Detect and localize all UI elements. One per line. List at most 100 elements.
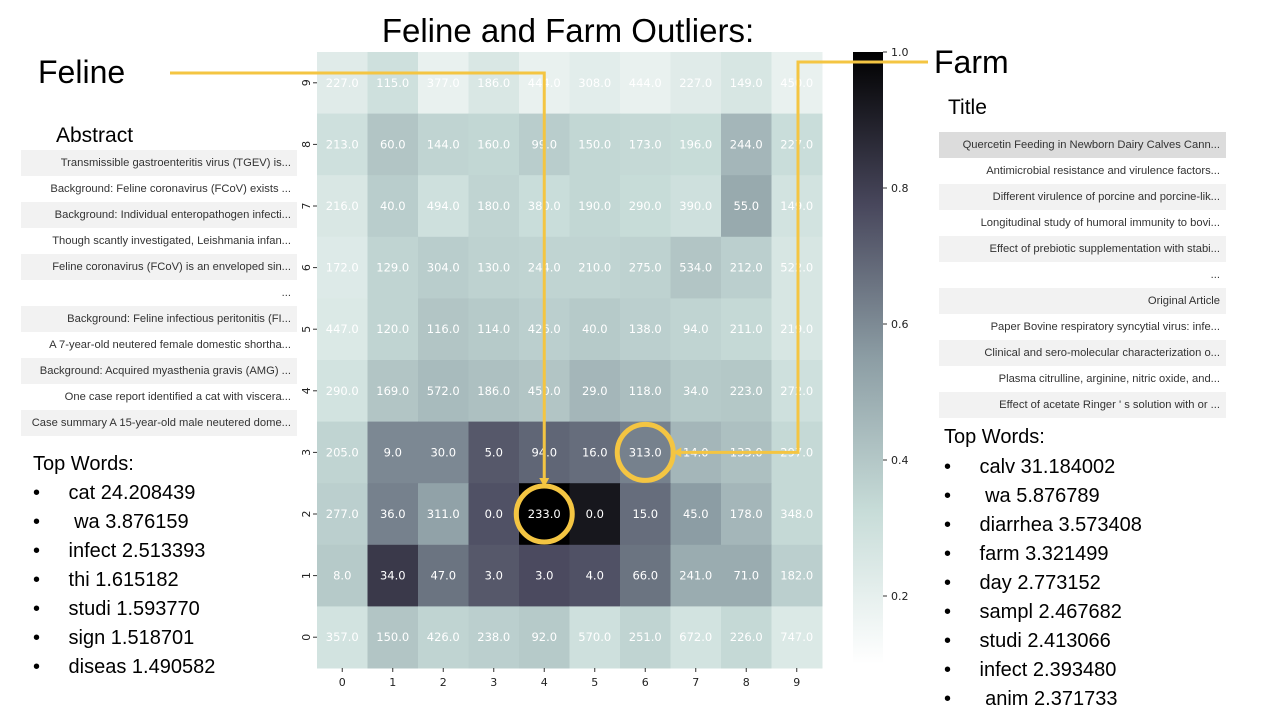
list-item: • sampl 2.467682 — [944, 601, 1122, 623]
cell-label: 34.0 — [683, 384, 709, 398]
heatmap-cell — [468, 298, 520, 361]
cell-label: 3.0 — [535, 569, 553, 583]
cell-label: 169.0 — [376, 384, 409, 398]
heatmap-cell — [468, 421, 520, 484]
cell-label: 40.0 — [380, 199, 406, 213]
list-item: Feline coronavirus (FCoV) is an envelope… — [21, 254, 297, 280]
list-item: • studi 2.413066 — [944, 630, 1111, 652]
list-item: • infect 2.393480 — [944, 659, 1117, 681]
cell-label: 3.0 — [485, 569, 503, 583]
x-tick-label: 5 — [591, 676, 598, 689]
heatmap-cell — [620, 52, 671, 115]
cell-label: 447.0 — [326, 322, 359, 336]
cell-label: 34.0 — [380, 569, 406, 583]
colorbar-tick-label: 0.8 — [891, 182, 909, 195]
x-tick-label: 9 — [793, 676, 800, 689]
list-item: • wa 3.876159 — [33, 511, 189, 533]
heatmap-cell — [367, 544, 419, 607]
list-item: • diseas 1.490582 — [33, 656, 216, 678]
x-tick-label: 2 — [440, 676, 447, 689]
cell-label: 426.0 — [427, 630, 460, 644]
heatmap-cell — [418, 421, 469, 484]
cell-label: 672.0 — [679, 630, 712, 644]
cell-label: 150.0 — [578, 137, 611, 151]
cell-label: 244.0 — [730, 137, 763, 151]
y-tick-label: 0 — [300, 634, 313, 641]
cell-label: 116.0 — [427, 322, 460, 336]
heatmap-cell — [317, 606, 368, 669]
cell-label: 211.0 — [730, 322, 763, 336]
farm-top-words-heading: Top Words: — [944, 426, 1045, 448]
heatmap-cell — [569, 52, 621, 115]
heatmap-cell — [367, 113, 419, 176]
heatmap-cell — [317, 236, 368, 299]
cell-label: 572.0 — [427, 384, 460, 398]
cell-label: 182.0 — [780, 569, 813, 583]
cell-label: 216.0 — [326, 199, 359, 213]
cell-label: 118.0 — [629, 384, 662, 398]
farm-top-words: • calv 31.184002 • wa 5.876789 • diarrhe… — [944, 453, 1142, 714]
heatmap-cell — [721, 544, 772, 607]
heatmap-cell — [721, 113, 772, 176]
heatmap-cell — [468, 236, 520, 299]
cell-label: 210.0 — [578, 261, 611, 275]
cell-label: 534.0 — [679, 261, 712, 275]
x-tick-label: 7 — [692, 676, 699, 689]
x-tick-label: 3 — [490, 676, 497, 689]
cell-label: 390.0 — [679, 199, 712, 213]
cell-label: 160.0 — [477, 137, 510, 151]
colorbar-tick-label: 0.6 — [891, 318, 909, 331]
heatmap-cell — [670, 236, 722, 299]
heatmap-cell — [569, 236, 621, 299]
list-item: Background: Feline infectious peritoniti… — [21, 306, 297, 332]
heatmap-cell — [317, 298, 368, 361]
heatmap-cell — [317, 544, 368, 607]
y-tick-label: 8 — [300, 141, 313, 148]
farm-arrowhead — [673, 447, 682, 458]
cell-label: 348.0 — [780, 507, 813, 521]
cell-label: 377.0 — [427, 76, 460, 90]
x-tick-label: 6 — [642, 676, 649, 689]
annotations — [170, 60, 928, 545]
heatmap-cell — [620, 298, 671, 361]
cell-label: 277.0 — [326, 507, 359, 521]
y-tick-label: 3 — [300, 449, 313, 456]
heatmap-cell — [317, 113, 368, 176]
cell-label: 190.0 — [578, 199, 611, 213]
heatmap-cell — [317, 52, 368, 115]
heatmap-cell — [367, 236, 419, 299]
cell-label: 205.0 — [326, 445, 359, 459]
heatmap-cell — [670, 52, 722, 115]
colorbar-tick-label: 0.2 — [891, 590, 909, 603]
cell-label: 29.0 — [582, 384, 608, 398]
heatmap-cell — [620, 113, 671, 176]
cell-label: 444.0 — [629, 76, 662, 90]
list-item: Transmissible gastroenteritis virus (TGE… — [21, 150, 297, 176]
colorbar: 1.0 0.8 0.6 0.4 0.2 — [853, 46, 909, 664]
farm-label: Farm — [934, 44, 1009, 80]
list-item: • farm 3.321499 — [944, 543, 1109, 565]
heatmap-cell — [468, 544, 520, 607]
heatmap-cell — [519, 606, 570, 669]
heatmap-cell — [418, 360, 469, 423]
cell-label: 114.0 — [477, 322, 510, 336]
list-item: Clinical and sero-molecular characteriza… — [939, 340, 1226, 366]
list-item: One case report identified a cat with vi… — [64, 391, 291, 403]
heatmap-cell — [367, 360, 419, 423]
heatmap-cell — [468, 175, 520, 238]
cell-label: 8.0 — [333, 569, 351, 583]
y-tick-label: 2 — [300, 511, 313, 518]
cell-label: 227.0 — [326, 76, 359, 90]
heatmap-cell — [468, 113, 520, 176]
cell-label: 275.0 — [629, 261, 662, 275]
list-item: Paper Bovine respiratory syncytial virus… — [990, 321, 1220, 333]
cell-label: 223.0 — [730, 384, 763, 398]
list-item: Longitudinal study of humoral immunity t… — [980, 217, 1220, 229]
heatmap-cell-labels: 227.0 115.0 377.0 186.0 444.0 308.0 444.0 227.0… — [326, 76, 813, 644]
cell-label: 212.0 — [730, 261, 763, 275]
heatmap-cell — [771, 483, 823, 546]
cell-label: 213.0 — [326, 137, 359, 151]
cell-label: 130.0 — [477, 261, 510, 275]
title-label: Title — [948, 96, 987, 119]
heatmap-cell — [418, 175, 469, 238]
